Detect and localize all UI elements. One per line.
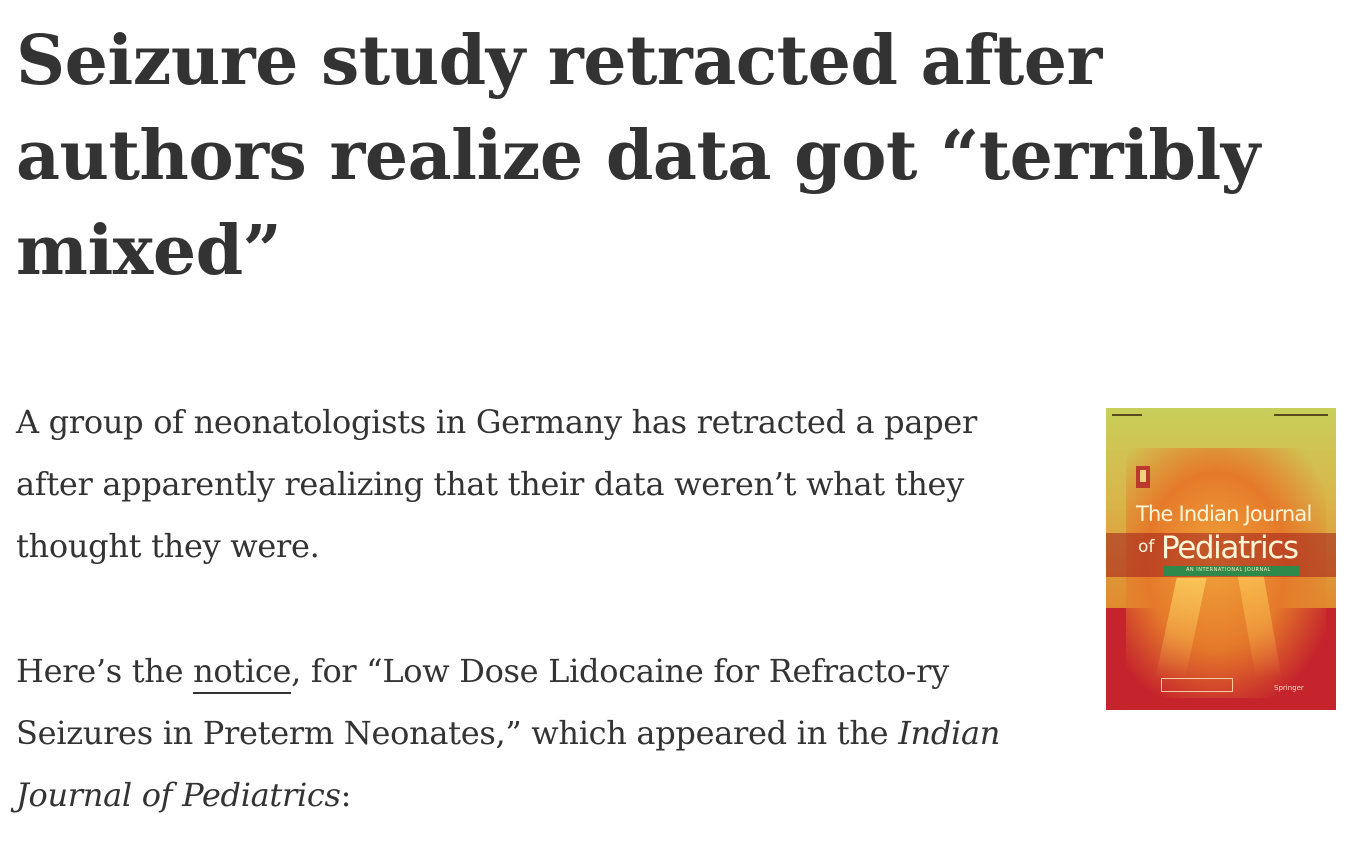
paragraph-2-suffix: : (340, 776, 352, 814)
cover-title-line-2: Pediatrics (1161, 530, 1299, 566)
cover-logo-icon (1136, 466, 1150, 488)
cover-publisher: Springer (1274, 684, 1304, 692)
cover-top-strip (1106, 412, 1336, 420)
notice-link[interactable]: notice (193, 652, 291, 694)
article-headline: Seizure study retracted after authors re… (16, 21, 1260, 291)
journal-name: Indian Journal of Pediatrics (16, 714, 1001, 814)
article-paragraph-2: Here’s the notice, for “Low Dose Lidocai… (16, 640, 1046, 826)
cover-title-of: of (1138, 537, 1155, 557)
cover-bottom-box (1161, 678, 1233, 692)
paragraph-2-prefix: Here’s the (16, 652, 194, 690)
cover-top-mark (1274, 414, 1328, 416)
article-paragraph-1: A group of neonatologists in Germany has… (16, 403, 977, 565)
journal-cover-image: The Indian Journal of Pediatrics AN INTE… (1106, 408, 1336, 710)
cover-subtitle: AN INTERNATIONAL JOURNAL (1186, 567, 1271, 573)
cover-top-mark (1112, 414, 1142, 416)
paragraph-2-middle: , for “Low Dose Lidocaine for Refracto-r… (16, 652, 949, 752)
cover-subtitle-band (1164, 566, 1300, 576)
cover-title-line-1: The Indian Journal (1136, 502, 1312, 526)
